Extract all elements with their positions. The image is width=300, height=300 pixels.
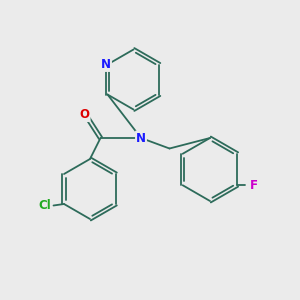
- Text: Cl: Cl: [38, 199, 51, 212]
- Text: O: O: [80, 108, 90, 121]
- Text: F: F: [250, 179, 258, 192]
- Text: N: N: [136, 131, 146, 145]
- Text: N: N: [101, 58, 111, 71]
